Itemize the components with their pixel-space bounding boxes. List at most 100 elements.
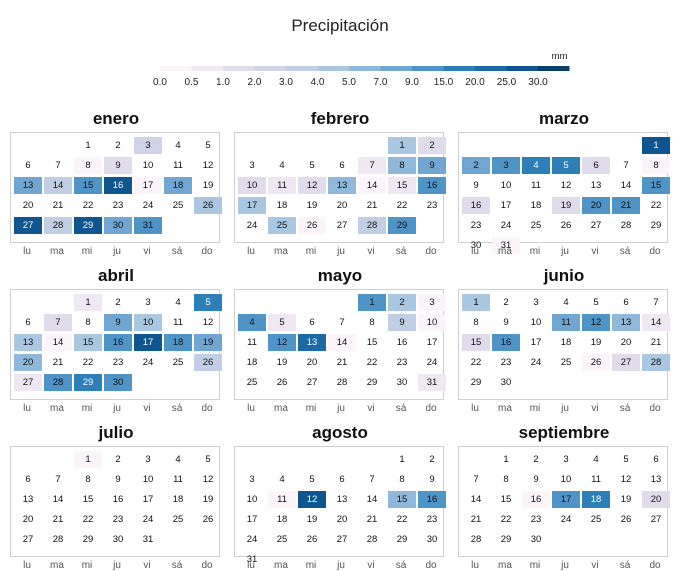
day-cell: 8: [85, 317, 91, 328]
weekday-label: mi: [81, 246, 93, 257]
day-cell: 16: [462, 197, 490, 214]
weekday-label: vi: [367, 560, 375, 571]
day-cell: 24: [142, 200, 154, 211]
weekday-label: ma: [274, 403, 288, 414]
day-cell: 21: [470, 514, 482, 525]
weekday-label: vi: [143, 560, 151, 571]
day-cell: 27: [336, 220, 348, 231]
day-cell: 22: [396, 200, 408, 211]
weekday-label: sá: [171, 560, 183, 571]
day-cell: 14: [44, 334, 72, 351]
day-cell: 22: [82, 200, 94, 211]
legend-title: Precipitación: [291, 16, 389, 35]
day-cell: 22: [366, 357, 378, 368]
day-cell: 19: [194, 334, 222, 351]
day-cell: 7: [55, 160, 61, 171]
day-cell: 13: [328, 177, 356, 194]
day-cell: 20: [306, 357, 318, 368]
day-cell: 25: [172, 514, 184, 525]
day-cell: 25: [268, 217, 296, 234]
weekday-label: do: [425, 246, 437, 257]
day-cell: 4: [522, 157, 550, 174]
day-cell: 25: [530, 220, 542, 231]
day-cell: 10: [238, 177, 266, 194]
day-cell: 4: [175, 140, 181, 151]
day-cell: 26: [276, 377, 288, 388]
weekday-label: ma: [498, 246, 512, 257]
weekday-label: sá: [171, 403, 183, 414]
day-cell: 9: [388, 314, 416, 331]
weekday-label: lu: [23, 246, 31, 257]
day-cell: 27: [306, 377, 318, 388]
day-cell: 10: [530, 317, 542, 328]
day-cell: 1: [74, 294, 102, 311]
day-cell: 3: [418, 294, 446, 311]
day-cell: 8: [369, 317, 375, 328]
day-cell: 20: [582, 197, 610, 214]
weekday-label: mi: [529, 403, 541, 414]
day-cell: 6: [25, 160, 31, 171]
weekday-label: mi: [305, 403, 317, 414]
day-cell: 9: [533, 474, 539, 485]
month-panel: 1 2 3 4 5 6 7 8 9 10 11 12 13 14 15 16 17 18 19 20 21 22 23 24 2…: [458, 132, 670, 254]
day-cell: 14: [44, 177, 72, 194]
day-cell: 4: [279, 474, 285, 485]
day-cell: 8: [74, 157, 102, 174]
day-cell: 25: [276, 534, 288, 545]
day-cell: 28: [44, 217, 72, 234]
legend-swatch: [349, 66, 381, 71]
month-title: mayo: [317, 266, 363, 285]
weekday-label: ma: [50, 403, 64, 414]
day-cell: 18: [276, 200, 288, 211]
weekday-label: do: [649, 246, 661, 257]
day-cell: 24: [142, 514, 154, 525]
weekday-label: vi: [143, 246, 151, 257]
day-cell: 20: [336, 514, 348, 525]
day-cell: 28: [620, 220, 632, 231]
legend-break-label: 0.0: [153, 77, 167, 88]
day-cell: 21: [52, 514, 64, 525]
day-cell: 26: [202, 514, 214, 525]
weekday-label: vi: [591, 403, 599, 414]
weekday-label: vi: [367, 246, 375, 257]
day-cell: 29: [500, 534, 512, 545]
day-cell: 3: [492, 157, 520, 174]
day-cell: 20: [336, 200, 348, 211]
month-panel: 1 2 3 4 5 6 7 8 9 10 11 12 13 14 15 16 17 18 19 20 21 22 23 24 2…: [458, 446, 670, 557]
day-cell: 11: [552, 314, 580, 331]
day-cell: 26: [194, 354, 222, 371]
day-cell: 21: [366, 200, 378, 211]
day-cell: 5: [552, 157, 580, 174]
legend-break-label: 2.0: [248, 77, 262, 88]
day-cell: 30: [470, 240, 482, 251]
day-cell: 17: [426, 337, 438, 348]
day-cell: 11: [591, 474, 601, 485]
day-cell: 28: [642, 354, 670, 371]
day-cell: 3: [145, 297, 151, 308]
day-cell: 18: [164, 334, 192, 351]
day-cell: 7: [55, 474, 61, 485]
day-cell: 29: [74, 374, 102, 391]
month-title: marzo: [538, 109, 590, 128]
legend-break-label: 25.0: [497, 77, 517, 88]
day-cell: 9: [418, 157, 446, 174]
day-cell: 4: [238, 314, 266, 331]
day-cell: 24: [142, 357, 154, 368]
weekday-label: lu: [247, 246, 255, 257]
day-cell: 26: [306, 534, 318, 545]
month-title: abril: [98, 266, 134, 285]
weekday-label: lu: [247, 560, 255, 571]
day-cell: 30: [112, 534, 124, 545]
day-cell: 2: [429, 454, 435, 465]
weekday-label: sá: [171, 246, 183, 257]
day-cell: 5: [194, 294, 222, 311]
legend-swatch: [475, 66, 507, 71]
day-cell: 14: [642, 314, 670, 331]
day-cell: 1: [399, 454, 405, 465]
month-panel: 1 2 3 4 5 6 7 8 9 10 11 12 13 14 15 16 17 18 19 20 21 22 23 24 2…: [10, 446, 220, 557]
day-cell: 1: [74, 451, 102, 468]
weekday-label: lu: [247, 403, 255, 414]
day-cell: 17: [134, 177, 162, 194]
weekday-label: ju: [337, 403, 345, 414]
month-title: agosto: [312, 423, 368, 442]
